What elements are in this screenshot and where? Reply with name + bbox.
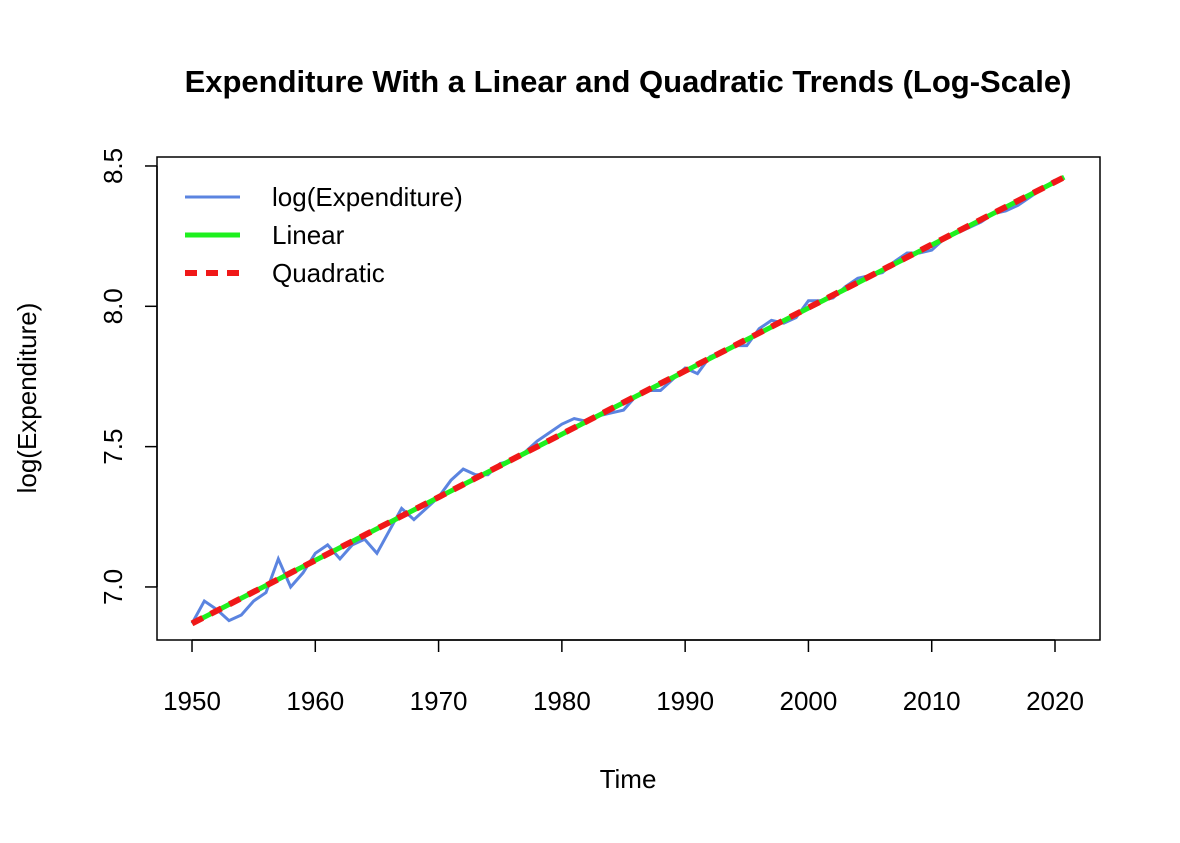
y-tick-label: 7.5 [98, 429, 128, 465]
series-line [190, 174, 1066, 627]
x-tick-label: 1950 [163, 686, 221, 716]
legend-label: Quadratic [272, 258, 385, 288]
x-tick-label: 1960 [286, 686, 344, 716]
y-tick-label: 8.0 [98, 288, 128, 324]
y-tick-label: 7.0 [98, 569, 128, 605]
x-tick-label: 2000 [780, 686, 838, 716]
x-axis-label: Time [600, 764, 657, 794]
x-tick-label: 2010 [903, 686, 961, 716]
y-tick-label: 8.5 [98, 148, 128, 184]
legend-label: log(Expenditure) [272, 182, 463, 212]
chart-title: Expenditure With a Linear and Quadratic … [185, 64, 1072, 99]
y-axis-label: log(Expenditure) [12, 303, 42, 494]
x-tick-label: 1990 [656, 686, 714, 716]
x-tick-label: 1980 [533, 686, 591, 716]
x-tick-label: 1970 [410, 686, 468, 716]
legend-label: Linear [272, 220, 345, 250]
x-tick-label: 2020 [1026, 686, 1084, 716]
